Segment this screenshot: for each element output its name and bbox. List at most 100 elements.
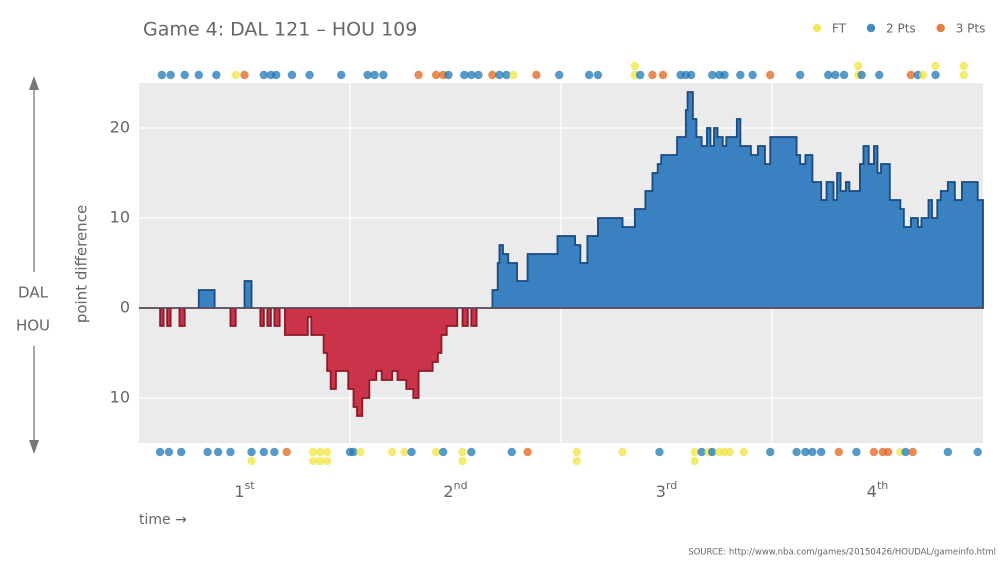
score-dot — [736, 70, 745, 80]
score-dot — [431, 70, 441, 80]
score-dot — [166, 70, 175, 80]
score-dot — [857, 70, 866, 80]
score-dot — [356, 447, 365, 457]
score-dot — [959, 70, 968, 80]
score-dot — [226, 447, 235, 457]
y-tick-label: 10 — [110, 208, 130, 227]
area-below — [139, 308, 984, 417]
score-dot — [177, 447, 186, 457]
score-dot — [287, 70, 297, 80]
score-dot — [973, 447, 982, 457]
score-dot — [852, 447, 861, 457]
score-dot — [308, 456, 318, 466]
score-dot — [270, 447, 279, 457]
score-dot — [690, 456, 699, 466]
score-dot — [337, 70, 346, 80]
source: SOURCE: http://www.nba.com/games/2015042… — [688, 548, 996, 558]
score-dot — [315, 456, 325, 466]
score-dot — [460, 70, 469, 80]
score-dot — [655, 447, 664, 457]
score-dot — [808, 447, 817, 457]
score-dot — [212, 70, 221, 80]
score-dot — [766, 70, 775, 80]
y-tick-label: 0 — [120, 298, 130, 317]
score-dot — [370, 70, 379, 80]
score-dot — [817, 447, 826, 457]
score-dot — [305, 70, 314, 80]
tick-number: 1 — [234, 482, 244, 501]
score-dot — [467, 447, 476, 457]
score-dot — [875, 70, 884, 80]
score-dot — [507, 447, 516, 457]
legend-label: FT — [832, 22, 847, 36]
score-dot — [572, 456, 582, 466]
score-dot — [686, 70, 696, 80]
score-dot — [400, 447, 409, 457]
score-dot — [388, 447, 397, 457]
score-dot — [322, 456, 332, 466]
score-dot — [363, 70, 372, 80]
score-dot — [618, 447, 627, 457]
tick-suffix: rd — [666, 479, 677, 492]
score-dot — [635, 70, 645, 80]
score-dot — [853, 61, 863, 71]
score-dot — [308, 447, 318, 457]
score-dot — [869, 447, 879, 457]
score-dot — [690, 447, 699, 457]
score-dot — [906, 70, 916, 80]
score-dot — [495, 70, 504, 80]
tick-number: 3 — [656, 482, 666, 501]
score-dot — [458, 456, 467, 466]
score-dot — [509, 70, 518, 80]
score-dot — [259, 447, 269, 457]
y-tick-label: 20 — [110, 118, 130, 137]
score-dot — [883, 447, 893, 457]
score-dot — [931, 70, 940, 80]
score-dot — [584, 70, 594, 80]
score-dot — [648, 70, 657, 80]
arrow-head — [29, 76, 39, 90]
score-dot — [315, 447, 325, 457]
score-dot — [792, 447, 801, 457]
score-dot — [831, 70, 840, 80]
score-dot — [247, 447, 256, 457]
score-dot — [748, 70, 757, 80]
score-dot — [247, 456, 256, 466]
score-dot — [322, 447, 332, 457]
x-tick-label: 2nd — [443, 479, 467, 501]
legend-marker — [812, 23, 822, 33]
score-dot — [943, 447, 953, 457]
score-dot — [697, 447, 706, 457]
legend-marker — [936, 23, 945, 33]
tick-suffix: th — [877, 479, 888, 492]
score-dot — [766, 447, 775, 457]
score-dot — [458, 447, 467, 457]
tick-suffix: nd — [454, 479, 468, 492]
tick-number: 4 — [867, 482, 877, 501]
score-dot — [532, 70, 541, 80]
legend-label: 3 Pts — [956, 22, 986, 36]
score-dot — [203, 447, 212, 457]
score-dot — [824, 70, 833, 80]
legend-label: 2 Pts — [886, 22, 916, 36]
score-dot — [901, 447, 910, 457]
x-tick-label: 1st — [234, 479, 255, 501]
score-dot — [240, 70, 249, 80]
score-dot — [444, 70, 453, 80]
score-dot — [431, 447, 441, 457]
tick-suffix: st — [245, 479, 256, 492]
score-dot — [164, 447, 174, 457]
x-tick-label: 3rd — [656, 479, 678, 501]
score-dot — [523, 447, 532, 457]
score-dot — [630, 61, 640, 71]
score-dot — [379, 70, 388, 80]
score-dot — [180, 70, 189, 80]
score-dot — [959, 61, 968, 71]
score-dot — [438, 447, 448, 457]
score-dot — [467, 70, 476, 80]
y-axis-label: point difference — [73, 205, 91, 323]
score-dot — [839, 70, 849, 80]
score-dot — [194, 70, 203, 80]
score-dot — [801, 447, 810, 457]
